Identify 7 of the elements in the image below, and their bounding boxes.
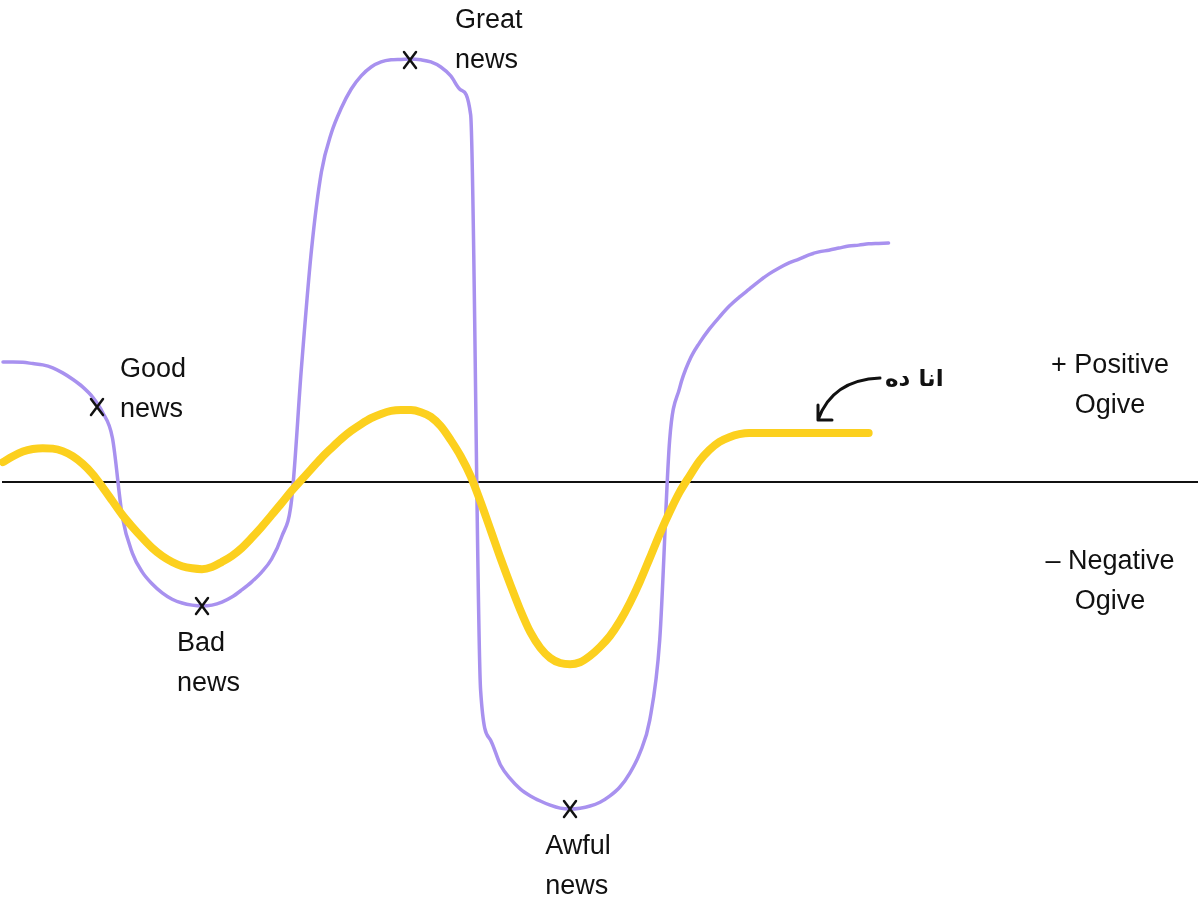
annotation: – Negative Ogive	[1044, 544, 1176, 617]
annotation: انا ده	[885, 364, 944, 393]
annotation: Great news	[455, 3, 523, 76]
annotation: Good news	[120, 352, 187, 425]
annotation: + Positive Ogive	[1050, 348, 1170, 421]
annotation: Bad news	[177, 625, 241, 699]
annotation: Awful news	[545, 829, 611, 902]
